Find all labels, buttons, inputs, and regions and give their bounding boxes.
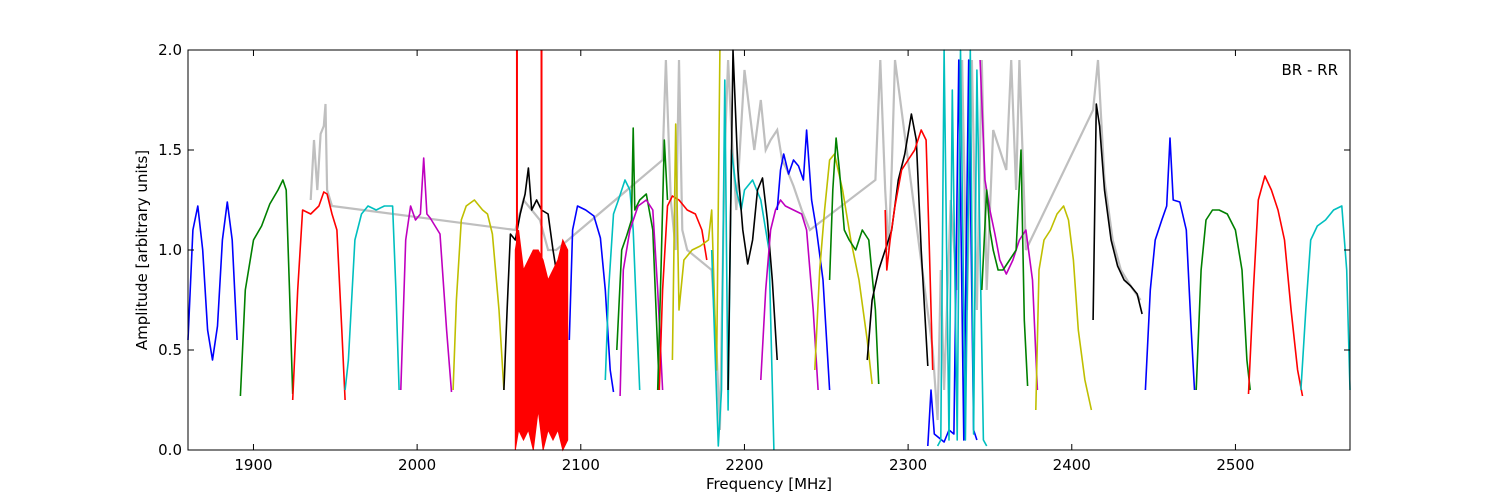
x-axis-title: Frequency [MHz] — [706, 475, 832, 493]
x-tick-label: 2200 — [725, 456, 763, 474]
series-line-18 — [776, 129, 831, 391]
x-tick-label: 2300 — [889, 456, 927, 474]
plot-layer — [187, 49, 1351, 452]
x-tick-label: 2400 — [1053, 456, 1091, 474]
series-line-17 — [760, 199, 819, 391]
series-line-21 — [866, 113, 929, 367]
series-line-6 — [503, 167, 557, 391]
series-line-0 — [187, 201, 238, 361]
series-line-22 — [884, 129, 934, 371]
series-line-28 — [1092, 103, 1143, 321]
series-line-5 — [452, 199, 505, 391]
background-trace — [309, 59, 1142, 431]
y-tick-label: 0.5 — [158, 341, 182, 359]
series-line-31 — [1247, 175, 1304, 397]
series-line-32 — [1300, 205, 1351, 391]
series-line-9 — [604, 179, 641, 391]
y-tick-label: 1.5 — [158, 141, 182, 159]
series-line-19 — [814, 153, 873, 385]
series-line-3 — [344, 205, 400, 391]
series-line-12 — [658, 195, 708, 391]
y-tick-label: 0.0 — [158, 441, 182, 459]
series-line-15 — [710, 79, 775, 451]
series-line-27 — [1035, 205, 1093, 411]
series-line-8 — [568, 205, 615, 393]
y-tick-label: 2.0 — [158, 41, 182, 59]
series-line-4 — [400, 157, 453, 393]
x-tick-label: 1900 — [234, 456, 272, 474]
x-tick-label: 2000 — [398, 456, 436, 474]
series-line-2 — [291, 191, 346, 401]
y-axis-title: Amplitude [arbitrary units] — [133, 150, 151, 350]
series-line-11 — [619, 199, 664, 397]
x-tick-label: 2100 — [562, 456, 600, 474]
x-tick-label: 2500 — [1216, 456, 1254, 474]
y-tick-label: 1.0 — [158, 241, 182, 259]
series-line-30 — [1195, 209, 1251, 391]
series-line-29 — [1144, 137, 1196, 391]
series-line-14 — [671, 49, 721, 371]
series-line-13 — [656, 139, 669, 391]
annotation-layer: BR - RR — [1281, 61, 1338, 79]
series-band-7 — [514, 229, 569, 452]
series-line-26 — [981, 149, 1029, 387]
ticks-layer: 1900 2000 2100 2200 2300 2400 2500 0.0 0.5 1.0 1.5… — [158, 41, 1350, 474]
series-line-1 — [239, 179, 294, 397]
series-line-20 — [828, 137, 880, 385]
chart-annotation: BR - RR — [1281, 61, 1338, 79]
series-line-10 — [616, 127, 661, 391]
